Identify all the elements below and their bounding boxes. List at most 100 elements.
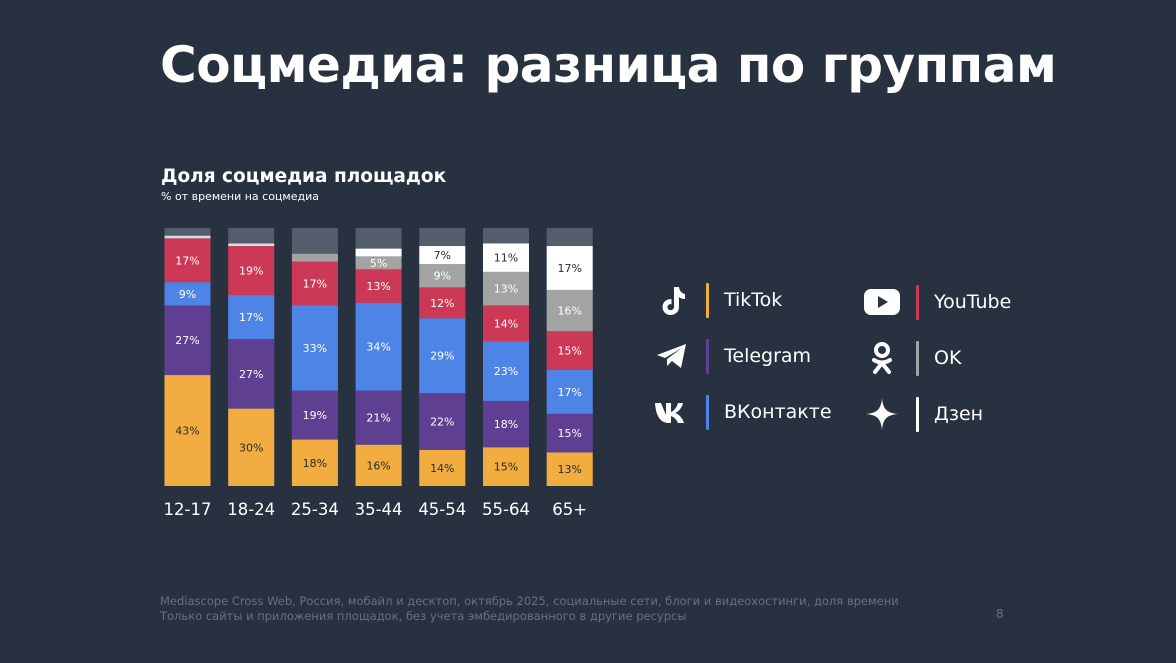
category-label-55-64: 55-64 xyxy=(482,500,530,519)
bar-youtube-65+ xyxy=(546,331,593,370)
category-label-12-17: 12-17 xyxy=(164,500,212,519)
data-label-dzen-45-54: 7% xyxy=(434,249,451,262)
slide-title: Соцмедиа: разница по группам xyxy=(160,36,1057,94)
bar-vk-35-44 xyxy=(355,302,402,391)
bar-tiktok-65+ xyxy=(546,452,593,486)
data-label-vk-25-34: 33% xyxy=(303,342,327,355)
legend-bar-youtube xyxy=(916,284,919,320)
data-label-ok-65+: 16% xyxy=(557,305,581,318)
bar-tiktok-55-64 xyxy=(483,447,529,486)
bar-tiktok-12-17 xyxy=(164,375,211,486)
data-label-telegram-55-64: 18% xyxy=(494,418,518,431)
data-label-tiktok-12-17: 43% xyxy=(175,425,199,438)
data-label-youtube-25-34: 17% xyxy=(303,277,327,290)
bar-dzen-45-54 xyxy=(419,246,466,265)
bar-ok-35-44 xyxy=(355,256,402,270)
bar-dzen-12-17 xyxy=(164,235,211,239)
bar-youtube-55-64 xyxy=(483,305,529,342)
data-label-dzen-55-64: 11% xyxy=(494,252,518,265)
data-label-dzen-65+: 17% xyxy=(557,262,581,275)
data-label-telegram-65+: 15% xyxy=(557,427,581,440)
page-number: 8 xyxy=(996,607,1004,621)
data-label-telegram-12-17: 27% xyxy=(175,334,199,347)
bar-telegram-55-64 xyxy=(483,400,529,448)
telegram-icon xyxy=(652,338,692,374)
bar-telegram-18-24 xyxy=(228,338,275,409)
data-label-vk-18-24: 17% xyxy=(239,311,263,324)
category-label-18-24: 18-24 xyxy=(227,500,275,519)
legend: TikTok Telegram ВКонтакте YouTube xyxy=(652,282,1072,442)
legend-label-tiktok: TikTok xyxy=(724,289,783,311)
category-label-25-34: 25-34 xyxy=(291,500,339,519)
data-label-vk-35-44: 34% xyxy=(366,341,390,354)
data-label-youtube-55-64: 14% xyxy=(494,317,518,330)
legend-bar-ok xyxy=(916,340,919,376)
legend-bar-tiktok xyxy=(706,282,709,318)
bar-dzen-18-24 xyxy=(228,243,275,247)
data-label-vk-55-64: 23% xyxy=(494,365,518,378)
data-label-telegram-45-54: 22% xyxy=(430,416,454,429)
bar-ok-55-64 xyxy=(483,271,529,306)
data-label-youtube-18-24: 19% xyxy=(239,265,263,278)
bar-telegram-25-34 xyxy=(291,390,338,440)
bar-tiktok-45-54 xyxy=(419,449,466,486)
bar-telegram-65+ xyxy=(546,413,593,453)
vk-icon xyxy=(652,394,692,430)
data-label-ok-35-44: 5% xyxy=(370,257,387,270)
data-label-vk-12-17: 9% xyxy=(179,288,196,301)
bar-tiktok-35-44 xyxy=(355,444,402,486)
data-label-youtube-65+: 15% xyxy=(557,345,581,358)
bar-vk-65+ xyxy=(546,369,593,414)
bar-youtube-35-44 xyxy=(355,269,402,303)
bar-youtube-12-17 xyxy=(164,238,211,283)
bar-ok-45-54 xyxy=(419,264,466,288)
stacked-bar-chart: 43% 27% 9% 17% 12-17 30% 27% 17% 19% 18-24 18% 19% 3… xyxy=(164,228,593,519)
data-label-ok-55-64: 13% xyxy=(494,283,518,296)
youtube-icon xyxy=(862,284,902,320)
legend-label-telegram: Telegram xyxy=(724,345,812,367)
data-label-tiktok-65+: 13% xyxy=(557,463,581,476)
legend-item-vk: ВКонтакте xyxy=(652,394,832,430)
legend-item-youtube: YouTube xyxy=(862,284,1011,320)
legend-label-youtube: YouTube xyxy=(934,291,1012,313)
data-label-tiktok-18-24: 30% xyxy=(239,441,263,454)
ok-icon xyxy=(862,340,902,376)
bar-dzen-55-64 xyxy=(483,243,529,272)
bar-tiktok-18-24 xyxy=(228,408,275,486)
legend-item-dzen: Дзен xyxy=(862,396,983,432)
legend-bar-telegram xyxy=(706,338,709,374)
bar-vk-55-64 xyxy=(483,341,529,401)
bar-telegram-12-17 xyxy=(164,305,211,376)
bar-telegram-35-44 xyxy=(355,390,402,445)
legend-label-vk: ВКонтакте xyxy=(724,401,832,423)
legend-item-tiktok: TikTok xyxy=(652,282,782,318)
legend-label-ok: OK xyxy=(934,347,962,369)
bar-ok-25-34 xyxy=(291,253,338,262)
data-label-tiktok-45-54: 14% xyxy=(430,462,454,475)
legend-bar-vk xyxy=(706,394,709,430)
data-label-youtube-45-54: 12% xyxy=(430,297,454,310)
data-label-ok-45-54: 9% xyxy=(434,270,451,283)
chart-subtitle: % от времени на соцмедиа xyxy=(161,190,319,203)
data-label-vk-65+: 17% xyxy=(557,386,581,399)
category-label-45-54: 45-54 xyxy=(418,500,466,519)
footnote-line-2: Только сайты и приложения площадок, без … xyxy=(160,609,687,623)
data-label-telegram-35-44: 21% xyxy=(366,412,390,425)
bar-dzen-65+ xyxy=(546,246,593,290)
data-label-tiktok-55-64: 15% xyxy=(494,461,518,474)
footnote: Mediascope Cross Web, Россия, мобайл и д… xyxy=(160,594,899,624)
data-label-telegram-18-24: 27% xyxy=(239,368,263,381)
data-label-tiktok-35-44: 16% xyxy=(366,459,390,472)
bar-youtube-18-24 xyxy=(228,246,275,296)
bar-ok-65+ xyxy=(546,289,593,332)
bar-vk-45-54 xyxy=(419,318,466,394)
bar-vk-12-17 xyxy=(164,282,211,306)
bar-youtube-25-34 xyxy=(291,261,338,306)
footnote-line-1: Mediascope Cross Web, Россия, мобайл и д… xyxy=(160,594,899,608)
legend-bar-dzen xyxy=(916,396,919,432)
category-label-35-44: 35-44 xyxy=(355,500,403,519)
data-label-tiktok-25-34: 18% xyxy=(303,457,327,470)
legend-label-dzen: Дзен xyxy=(934,403,984,425)
bar-telegram-45-54 xyxy=(419,393,466,450)
data-label-youtube-12-17: 17% xyxy=(175,254,199,267)
